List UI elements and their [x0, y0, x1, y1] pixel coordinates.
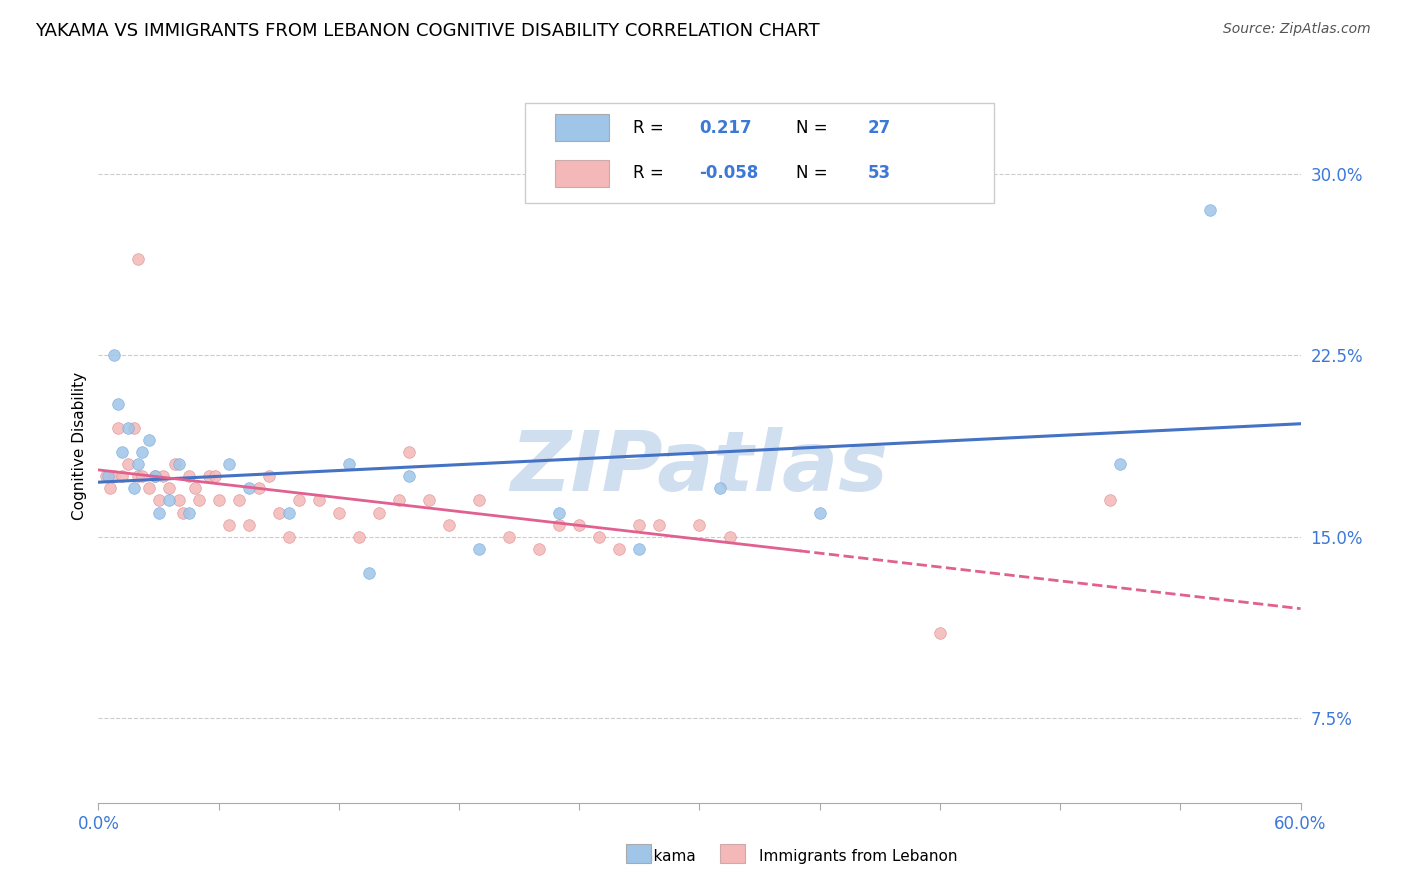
Point [628, 541, 651, 556]
Point [267, 506, 290, 520]
Point [1099, 493, 1122, 508]
Point [548, 506, 571, 520]
Point [357, 566, 380, 580]
Point [117, 421, 139, 435]
Point [163, 457, 186, 471]
Point [128, 469, 150, 483]
Point [124, 481, 146, 495]
Point [131, 445, 153, 459]
Point [97, 469, 120, 483]
Point [388, 493, 411, 508]
Point [111, 469, 134, 483]
Point [398, 445, 420, 459]
Point [808, 506, 831, 520]
Point [177, 506, 200, 520]
Text: Source: ZipAtlas.com: Source: ZipAtlas.com [1223, 22, 1371, 37]
Point [148, 493, 170, 508]
Point [128, 457, 150, 471]
Point [628, 517, 651, 532]
Point [548, 517, 571, 532]
Point [498, 530, 520, 544]
FancyBboxPatch shape [526, 103, 994, 203]
Point [131, 469, 153, 483]
Point [96, 469, 118, 483]
Point [218, 517, 240, 532]
Y-axis label: Cognitive Disability: Cognitive Disability [72, 372, 87, 520]
Text: R =: R = [633, 164, 669, 182]
Point [588, 530, 610, 544]
Point [468, 493, 491, 508]
Point [328, 506, 350, 520]
Point [308, 493, 330, 508]
Point [107, 421, 129, 435]
Point [1109, 457, 1132, 471]
Point [143, 469, 166, 483]
Point [277, 506, 299, 520]
Point [107, 397, 129, 411]
Point [124, 421, 146, 435]
Point [529, 541, 551, 556]
Point [468, 541, 491, 556]
Bar [555, 114, 609, 141]
Point [709, 481, 731, 495]
Point [238, 481, 260, 495]
Point [208, 493, 231, 508]
Text: YAKAMA VS IMMIGRANTS FROM LEBANON COGNITIVE DISABILITY CORRELATION CHART: YAKAMA VS IMMIGRANTS FROM LEBANON COGNIT… [35, 22, 820, 40]
Point [100, 481, 122, 495]
Point [718, 530, 741, 544]
Point [688, 517, 710, 532]
Point [138, 433, 160, 447]
Text: 27: 27 [868, 119, 891, 136]
Point [218, 457, 240, 471]
Text: 53: 53 [868, 164, 891, 182]
Point [111, 445, 134, 459]
Point [228, 493, 250, 508]
Point [929, 626, 952, 640]
Point [204, 469, 226, 483]
Text: Yakama: Yakama [637, 849, 696, 863]
Point [143, 469, 166, 483]
Point [138, 481, 160, 495]
Point [288, 493, 311, 508]
Bar [720, 844, 745, 863]
Text: -0.058: -0.058 [699, 164, 759, 182]
Point [103, 348, 125, 362]
Point [103, 469, 125, 483]
Point [187, 493, 209, 508]
Point [609, 541, 631, 556]
Text: 0.217: 0.217 [699, 119, 752, 136]
Text: R =: R = [633, 119, 669, 136]
Point [247, 481, 270, 495]
Point [157, 493, 180, 508]
Text: N =: N = [796, 119, 832, 136]
Point [648, 517, 671, 532]
Point [257, 469, 280, 483]
Point [238, 517, 260, 532]
Point [277, 530, 299, 544]
Point [368, 506, 391, 520]
Bar [555, 160, 609, 187]
Point [418, 493, 440, 508]
Point [148, 506, 170, 520]
Point [167, 493, 190, 508]
Point [337, 457, 360, 471]
Point [437, 517, 460, 532]
Bar [626, 844, 651, 863]
Point [167, 457, 190, 471]
Point [152, 469, 174, 483]
Text: Immigrants from Lebanon: Immigrants from Lebanon [759, 849, 957, 863]
Point [1199, 203, 1222, 218]
Point [128, 252, 150, 266]
Point [117, 457, 139, 471]
Point [157, 481, 180, 495]
Point [347, 530, 370, 544]
Text: ZIPatlas: ZIPatlas [510, 427, 889, 508]
Text: N =: N = [796, 164, 832, 182]
Point [183, 481, 205, 495]
Point [568, 517, 591, 532]
Point [197, 469, 219, 483]
Point [172, 506, 194, 520]
Point [398, 469, 420, 483]
Point [177, 469, 200, 483]
